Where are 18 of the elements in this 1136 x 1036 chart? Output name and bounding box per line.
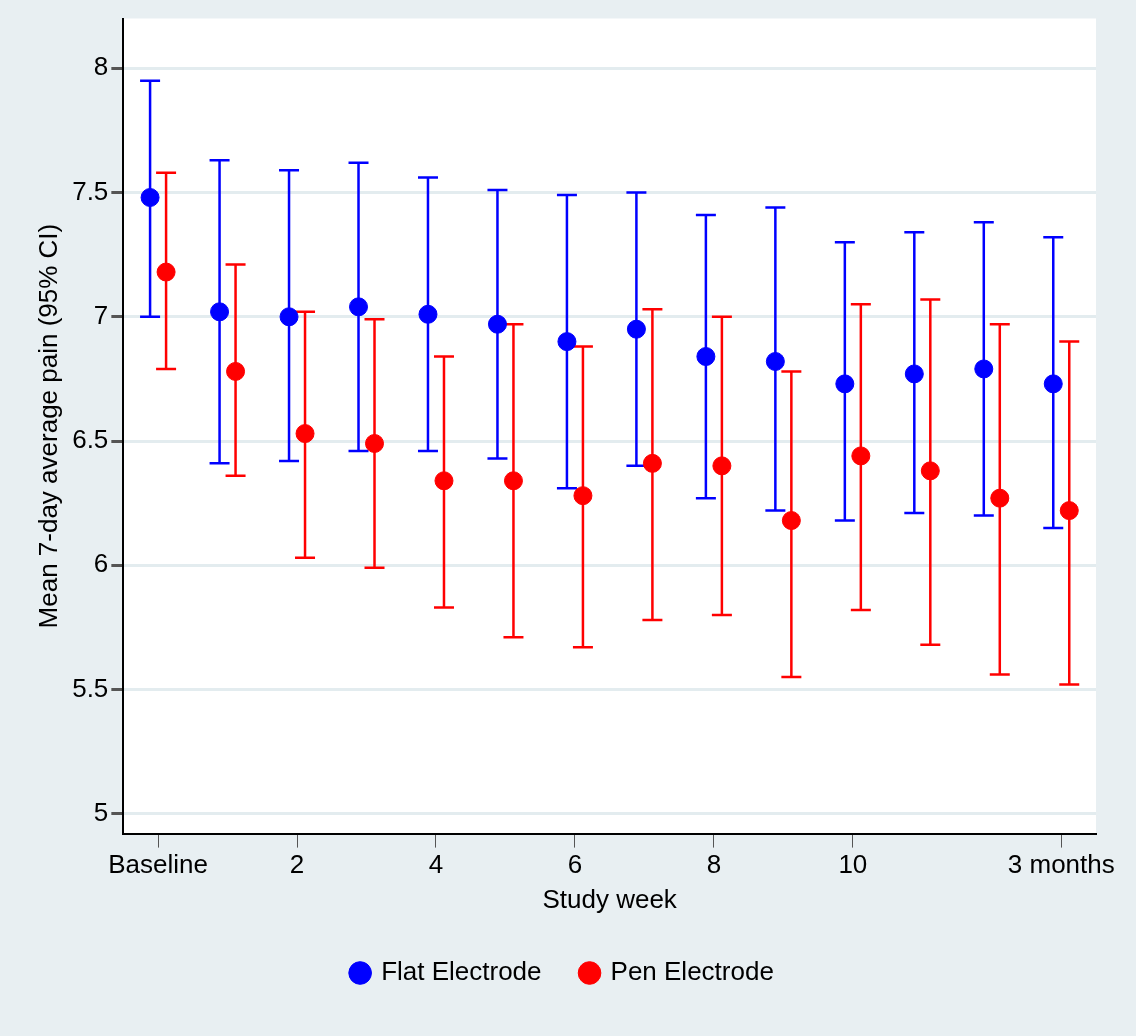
x-tick-label: 8 xyxy=(706,849,722,880)
x-tick-label: 4 xyxy=(428,849,444,880)
y-tick-label: 7.5 xyxy=(72,175,109,206)
x-tick-label: 2 xyxy=(289,849,305,880)
y-axis-title: Mean 7-day average pain (95% CI) xyxy=(32,223,63,629)
y-tick-label: 6.5 xyxy=(72,424,109,455)
x-tick-label: 10 xyxy=(838,849,868,880)
y-tick-label: 5 xyxy=(93,796,109,827)
x-tick-label: 3 months xyxy=(1007,849,1115,880)
x-tick-label: 6 xyxy=(567,849,583,880)
y-tick-label: 7 xyxy=(93,299,109,330)
y-tick-label: 6 xyxy=(93,548,109,579)
y-tick-label: 8 xyxy=(93,51,109,82)
y-tick-label: 5.5 xyxy=(72,672,109,703)
legend-label: Pen Electrode xyxy=(610,956,774,987)
x-axis-title: Study week xyxy=(542,883,678,914)
x-tick-label: Baseline xyxy=(108,849,208,880)
legend-label: Flat Electrode xyxy=(381,956,542,987)
